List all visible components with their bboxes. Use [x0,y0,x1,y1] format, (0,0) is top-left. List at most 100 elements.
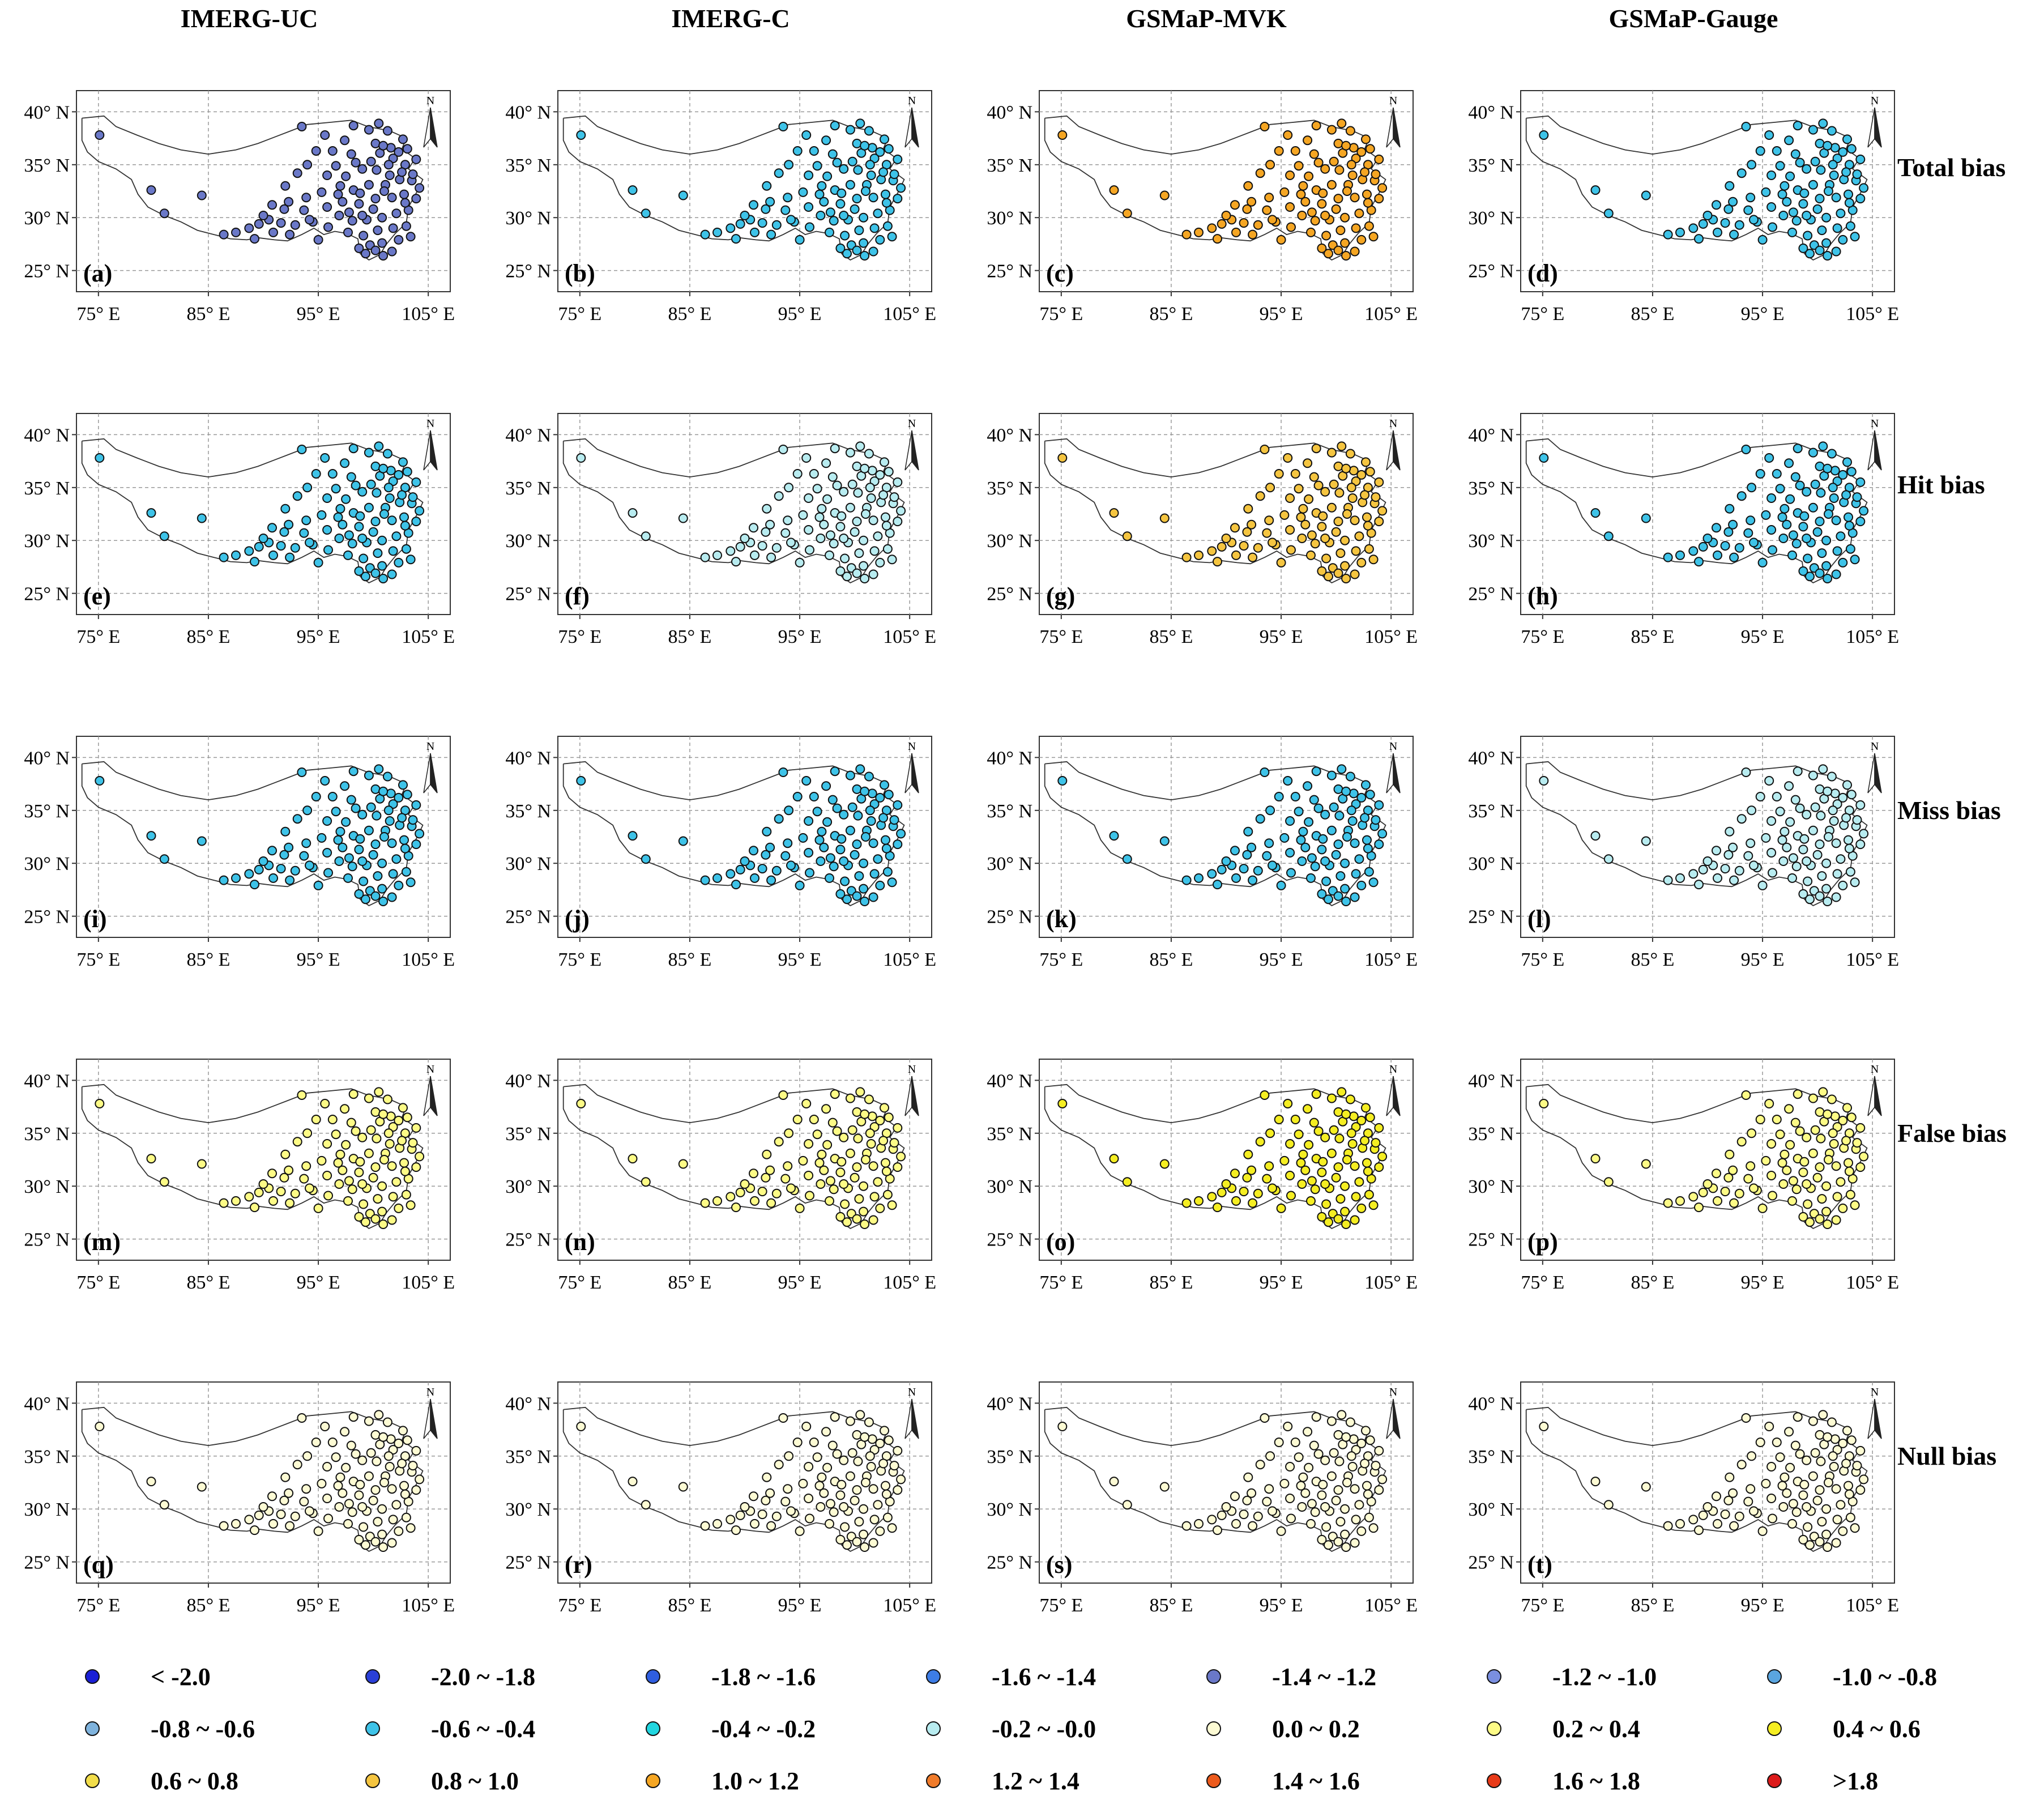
station-marker [859,238,869,248]
station-marker [301,838,311,848]
station-marker [258,534,268,543]
station-marker [1812,850,1823,860]
station-marker [297,767,307,777]
station-marker [641,1500,651,1510]
station-marker [816,211,826,220]
station-marker [827,472,838,482]
station-marker [1749,860,1759,871]
station-marker [1713,1196,1722,1206]
station-marker [866,816,876,826]
station-marker [1364,1512,1374,1522]
station-marker [1363,1166,1373,1176]
legend-label: 1.4 ~ 1.6 [1272,1767,1360,1795]
station-marker [850,850,860,860]
map-frame [76,90,451,292]
station-marker [1741,445,1751,454]
lon-tick-label: 75° E [558,949,601,970]
station-marker [819,197,829,207]
station-marker [301,1161,311,1171]
station-marker [837,834,847,844]
station-marker [1361,1103,1371,1113]
station-marker [865,1128,875,1138]
station-marker [279,204,289,214]
station-marker [784,483,794,493]
station-marker [397,167,407,177]
station-marker [1279,833,1290,843]
station-marker [370,568,381,578]
station-marker [297,122,307,131]
station-marker [821,1427,831,1437]
station-marker [311,469,321,479]
station-marker [1371,1461,1381,1471]
station-marker [812,1452,822,1462]
plateau-boundary [1525,761,1868,906]
station-marker [864,1094,874,1104]
station-marker [1274,1115,1284,1124]
station-marker [1823,1219,1833,1229]
north-arrow-icon [1867,1398,1882,1439]
station-marker [1362,1158,1372,1168]
station-marker [347,539,357,549]
station-marker [355,1479,365,1490]
station-marker [778,1413,788,1423]
station-marker [1761,1155,1771,1166]
station-marker [388,1192,398,1202]
station-marker [1368,1200,1379,1210]
station-marker [1217,1510,1227,1520]
station-marker [285,552,295,562]
station-marker [338,1488,348,1498]
station-marker [761,850,771,860]
station-marker [1784,458,1794,468]
station-marker [804,848,814,858]
legend: < -2.0 -2.0 ~ -1.8 -1.8 ~ -1.6 -1.6 ~ -1.4-… [85,1660,1982,1812]
station-marker [1831,1484,1841,1494]
station-marker [411,1162,421,1172]
station-marker [1337,1087,1347,1097]
station-marker [1340,1181,1350,1191]
station-marker [1253,220,1263,230]
station-marker [1274,792,1284,801]
station-marker [881,521,891,531]
station-marker [311,792,321,801]
legend-label: -1.0 ~ -0.8 [1833,1662,1938,1691]
station-marker [628,1154,638,1164]
station-marker [1374,839,1384,850]
station-marker [835,889,846,899]
station-marker [1780,1472,1790,1482]
map-panel-uc-hit: 40° N 35° N 30° N 25° N 75° E 85° E 95° E 105° … [24,385,515,702]
lon-tick-label: 75° E [1039,1595,1083,1616]
station-marker [1817,1194,1827,1204]
station-marker [850,204,860,214]
station-marker [860,786,870,796]
station-marker [1712,1168,1721,1179]
station-marker [1788,207,1798,217]
station-marker [1821,858,1832,868]
station-marker [1340,535,1350,545]
north-arrow-label: N [1871,95,1879,107]
station-marker [1785,1140,1795,1150]
station-marker [1307,1176,1317,1186]
station-marker [1213,1525,1222,1536]
station-marker [379,1478,389,1487]
station-marker [1321,553,1332,564]
station-marker [868,1215,878,1225]
station-marker [1377,1474,1388,1485]
station-marker [881,1158,890,1168]
station-marker [827,795,838,805]
station-marker [1290,469,1300,479]
map-svg: 40° N35° N30° N25° N75° E 85° E 95° E 105° … [1468,736,1899,970]
station-marker [1712,523,1721,533]
station-marker [1109,508,1119,518]
station-marker [1239,541,1249,551]
station-marker [801,453,812,463]
station-marker [740,856,750,866]
station-marker [795,234,805,245]
station-marker [159,1177,169,1187]
station-marker [355,1157,365,1167]
station-marker [334,856,344,866]
station-marker [1181,229,1192,240]
lon-tick-label: 85° E [1631,626,1675,647]
station-marker [1303,135,1313,146]
station-marker [1341,574,1351,583]
station-marker [1285,202,1295,212]
